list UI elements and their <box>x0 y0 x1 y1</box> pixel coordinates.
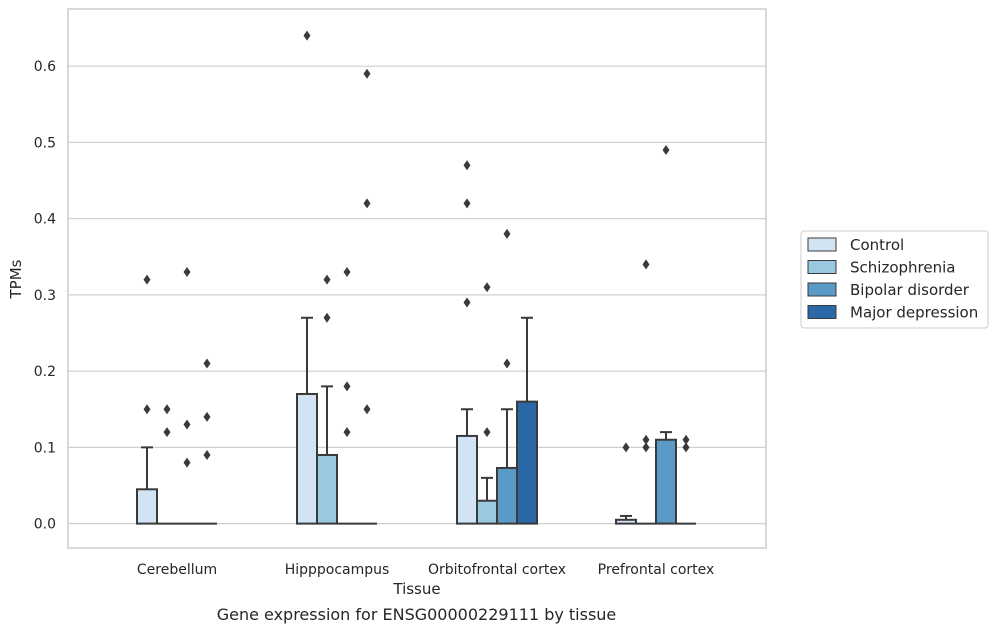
bar-group <box>136 393 696 525</box>
outlier-point <box>503 358 511 369</box>
bar <box>136 488 158 525</box>
y-axis-label: TPMs <box>7 259 25 299</box>
legend-label: Control <box>850 236 904 254</box>
outlier-point <box>203 411 211 422</box>
bar <box>655 438 677 525</box>
legend-frame <box>800 230 989 329</box>
outlier-point <box>463 160 471 171</box>
bar <box>615 518 637 525</box>
y-tick-label: 0.2 <box>34 364 56 380</box>
outlier-point <box>503 228 511 239</box>
outlier-group <box>143 30 690 468</box>
outlier-point <box>163 404 171 415</box>
outlier-point <box>343 267 351 278</box>
outlier-point <box>203 358 211 369</box>
x-tick-label: Prefrontal cortex <box>598 562 715 578</box>
legend-label: Schizophrenia <box>850 259 955 277</box>
outlier-point <box>363 198 371 209</box>
bar <box>316 453 338 525</box>
y-tick-label: 0.4 <box>34 212 56 228</box>
outlier-point <box>143 274 151 285</box>
outlier-point <box>183 267 191 278</box>
outlier-point <box>323 312 331 323</box>
outlier-point <box>642 442 650 453</box>
bar <box>456 434 478 525</box>
outlier-point <box>682 442 690 453</box>
y-tick-label: 0.3 <box>34 288 56 304</box>
outlier-point <box>163 427 171 438</box>
chart-caption: Gene expression for ENSG00000229111 by t… <box>216 605 617 624</box>
outlier-point <box>203 449 211 460</box>
y-tick-label: 0.0 <box>34 517 56 533</box>
legend-swatch <box>807 237 837 252</box>
outlier-point <box>662 145 670 156</box>
outlier-point <box>303 30 311 41</box>
legend-swatch <box>807 260 837 274</box>
y-tick-labels: 0.0 0.1 0.2 0.3 0.4 0.5 0.6 <box>34 59 56 532</box>
x-tick-labels: Cerebellum Hipppocampus Orbitofrontal cort… <box>137 562 714 578</box>
outlier-point <box>682 434 690 445</box>
bar <box>296 393 318 525</box>
bar <box>496 466 518 525</box>
outlier-point <box>343 427 351 438</box>
x-axis-label: Tissue <box>392 580 440 598</box>
outlier-point <box>183 419 191 430</box>
legend-swatch <box>807 282 837 297</box>
whisker-group <box>141 316 672 520</box>
legend: Control Schizophrenia Bipolar disorder Majo… <box>800 230 989 329</box>
legend-label: Major depression <box>850 304 978 322</box>
outlier-point <box>343 381 351 392</box>
outlier-point <box>323 274 331 285</box>
outlier-point <box>642 259 650 270</box>
legend-swatch <box>807 305 837 319</box>
x-tick-label: Orbitofrontal cortex <box>428 562 566 578</box>
gridlines <box>68 65 766 525</box>
bar <box>476 499 498 525</box>
outlier-point <box>463 198 471 209</box>
x-tick-label: Cerebellum <box>137 562 217 578</box>
bar <box>516 400 538 525</box>
outlier-point <box>183 457 191 468</box>
outlier-point <box>463 297 471 308</box>
y-tick-label: 0.5 <box>34 135 56 151</box>
outlier-point <box>622 442 630 453</box>
legend-label: Bipolar disorder <box>850 281 970 299</box>
outlier-point <box>483 282 491 293</box>
plot-frame <box>67 8 767 549</box>
outlier-point <box>363 68 371 79</box>
outlier-point <box>483 427 491 438</box>
outlier-point <box>143 404 151 415</box>
outlier-point <box>642 434 650 445</box>
x-tick-label: Hipppocampus <box>285 562 390 578</box>
y-tick-label: 0.1 <box>34 440 56 456</box>
outlier-point <box>363 404 371 415</box>
y-tick-label: 0.6 <box>34 59 56 75</box>
